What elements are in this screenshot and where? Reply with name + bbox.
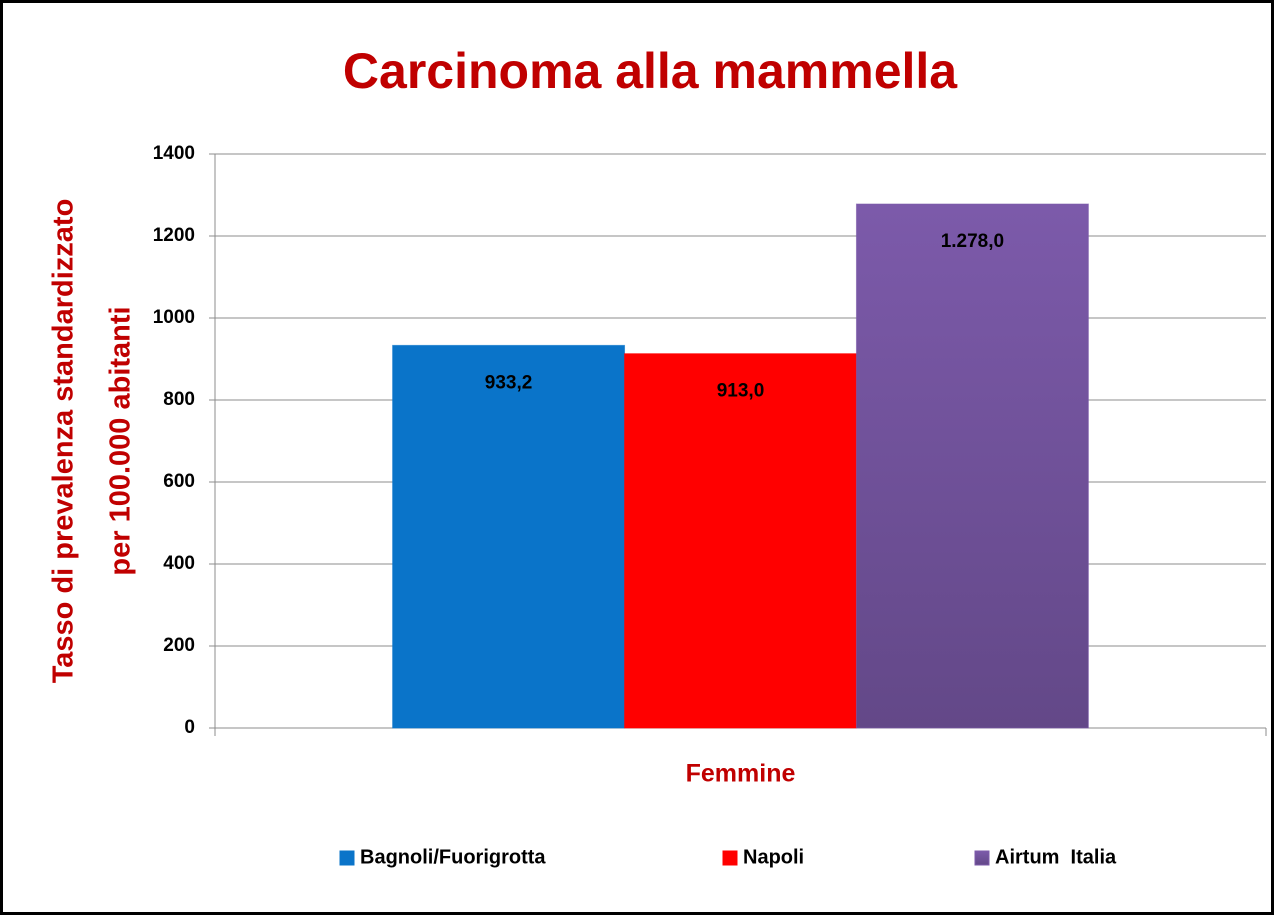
- y-axis-label: Tasso di prevalenza standardizzato: [48, 199, 80, 684]
- y-tick-label: 200: [163, 635, 195, 656]
- bar: [392, 344, 626, 729]
- data-label: 933,2: [485, 372, 533, 393]
- y-axis-label: per 100.000 abitanti: [105, 306, 137, 575]
- bar: [624, 353, 857, 729]
- legend-swatch: [339, 850, 355, 866]
- y-tick-label: 0: [184, 717, 195, 738]
- y-tick-label: 1200: [153, 225, 195, 246]
- legend-label: Bagnoli/Fuorigrotta: [360, 846, 546, 868]
- y-tick-label: 400: [163, 553, 195, 574]
- bar: [855, 203, 1089, 729]
- y-tick-label: 1400: [153, 143, 195, 164]
- legend-swatch: [974, 850, 990, 866]
- legend-swatch: [722, 850, 738, 866]
- data-label: 1.278,0: [941, 231, 1004, 252]
- chart-title: Carcinoma alla mammella: [343, 43, 958, 99]
- legend-label: Napoli: [743, 846, 804, 868]
- y-tick-label: 800: [163, 389, 195, 410]
- x-tick-label: Femmine: [686, 760, 796, 788]
- y-tick-label: 1000: [153, 307, 195, 328]
- y-tick-label: 600: [163, 471, 195, 492]
- data-label: 913,0: [717, 381, 765, 402]
- legend-label: Airtum Italia: [995, 846, 1117, 868]
